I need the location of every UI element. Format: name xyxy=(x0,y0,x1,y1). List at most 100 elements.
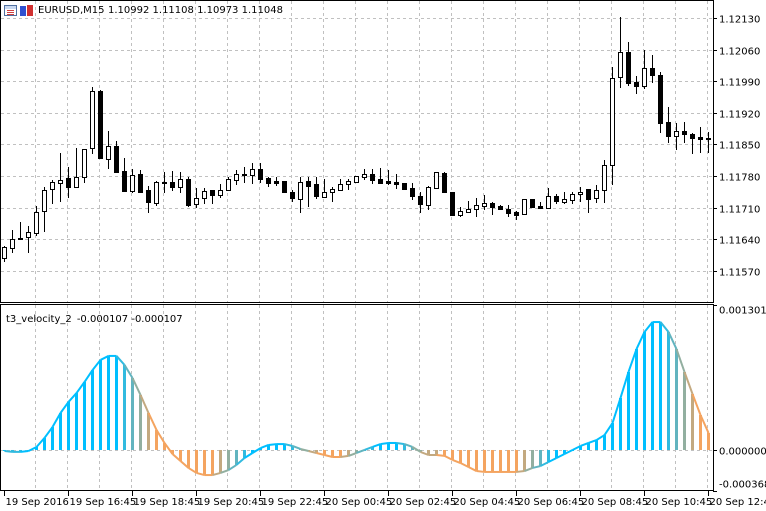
velocity-line-segment xyxy=(235,457,246,466)
velocity-line-segment xyxy=(348,452,357,457)
velocity-line-segment xyxy=(147,412,158,431)
candle-body-bull xyxy=(474,205,479,210)
time-tick-label: 20 Sep 10:45 xyxy=(646,497,713,508)
time-tick-label: 19 Sep 18:45 xyxy=(134,497,201,508)
candle xyxy=(378,168,383,184)
histogram-bar xyxy=(43,437,46,450)
candle-body-bear xyxy=(98,91,103,159)
time-tick-label: 19 Sep 2016 xyxy=(6,497,69,508)
candle-body-bear xyxy=(122,171,127,192)
candle xyxy=(34,206,39,236)
histogram-bar xyxy=(491,449,494,472)
candle-body-bear xyxy=(658,75,663,124)
histogram-bar xyxy=(235,449,238,465)
histogram-bar xyxy=(611,423,614,450)
velocity-line-segment xyxy=(292,445,301,450)
chart-window-icon[interactable] xyxy=(4,5,17,16)
candle-body-bear xyxy=(586,189,591,200)
velocity-line-segment xyxy=(452,458,461,464)
candle-body-bear xyxy=(442,173,447,193)
candle xyxy=(154,181,159,206)
candle xyxy=(442,172,447,193)
candle-body-bear xyxy=(626,52,631,84)
histogram-bar xyxy=(475,449,478,472)
velocity-line-segment xyxy=(67,392,78,403)
velocity-line-segment xyxy=(420,450,429,456)
candle-body-bear xyxy=(498,206,503,210)
candle xyxy=(666,107,671,143)
candle-body-bear xyxy=(634,82,639,87)
histogram-bar xyxy=(627,371,630,450)
candle-body-bear xyxy=(282,181,287,193)
candle xyxy=(370,169,375,184)
velocity-line-segment xyxy=(91,359,102,371)
panel-frames xyxy=(0,0,714,491)
histogram-bar xyxy=(163,442,166,450)
velocity-line-segment xyxy=(35,437,46,448)
histogram-bar xyxy=(347,449,350,456)
candle-body-bear xyxy=(186,179,191,206)
candle-body-bear xyxy=(370,174,375,181)
velocity-line-segment xyxy=(580,442,589,447)
histogram-bar xyxy=(107,355,110,450)
histogram-bar xyxy=(211,449,214,476)
candle-body-bear xyxy=(242,174,247,176)
velocity-line-segment xyxy=(364,446,373,451)
histogram-bar xyxy=(115,355,118,450)
candle xyxy=(418,192,423,213)
velocity-line-segment xyxy=(131,377,142,396)
candle-body-bear xyxy=(530,199,535,208)
candle xyxy=(634,76,639,94)
histogram-bar xyxy=(371,446,374,450)
velocity-line-segment xyxy=(540,461,549,467)
velocity-line-segment xyxy=(227,464,238,471)
histogram-bar xyxy=(643,331,646,450)
candle xyxy=(602,160,607,203)
histogram-bar xyxy=(83,382,86,450)
velocity-line-segment xyxy=(460,462,469,468)
velocity-line-segment xyxy=(699,414,710,434)
histogram-bar xyxy=(203,449,206,476)
candle-body-bull xyxy=(594,190,599,199)
candle-body-bull xyxy=(50,182,55,190)
candle-body-bull xyxy=(602,165,607,191)
velocity-histogram xyxy=(3,322,710,476)
candle xyxy=(290,190,295,202)
candle xyxy=(690,133,695,154)
candle xyxy=(482,195,487,210)
symbol-properties-icon[interactable] xyxy=(20,5,34,17)
candle-body-bear xyxy=(138,174,143,193)
candle xyxy=(58,153,63,202)
velocity-line-segment xyxy=(324,454,333,458)
candle-body-bear xyxy=(146,190,151,203)
candle xyxy=(650,55,655,83)
candle-body-bear xyxy=(274,181,279,184)
candle xyxy=(474,198,479,217)
candle-body-bull xyxy=(674,131,679,137)
histogram-bar xyxy=(59,412,62,450)
candle-body-bull xyxy=(578,192,583,195)
velocity-line-segment xyxy=(595,434,606,441)
candle-body-bear xyxy=(490,203,495,208)
indicator-axis: 0.001301 0.000000 -0.000368 xyxy=(713,305,766,492)
histogram-bar xyxy=(539,449,542,467)
candle xyxy=(362,169,367,180)
velocity-line-segment xyxy=(691,393,702,416)
candle-body-bull xyxy=(618,52,623,78)
histogram-bar xyxy=(667,331,670,450)
indicator-tick-label: 0.000000 xyxy=(719,447,766,458)
candle-body-bull xyxy=(546,196,551,209)
price-tick-label: 1.11920 xyxy=(719,110,760,121)
velocity-line-segment xyxy=(300,448,309,452)
histogram-bar xyxy=(435,449,438,456)
candle-body-bull xyxy=(426,187,431,206)
candle-body-bull xyxy=(42,190,47,212)
candle xyxy=(170,171,175,191)
velocity-line-segment xyxy=(243,452,254,459)
candle-body-bull xyxy=(26,232,31,238)
candle xyxy=(266,177,271,187)
candle xyxy=(138,170,143,193)
velocity-line-segment xyxy=(356,449,365,454)
candle-body-bear xyxy=(706,138,711,140)
